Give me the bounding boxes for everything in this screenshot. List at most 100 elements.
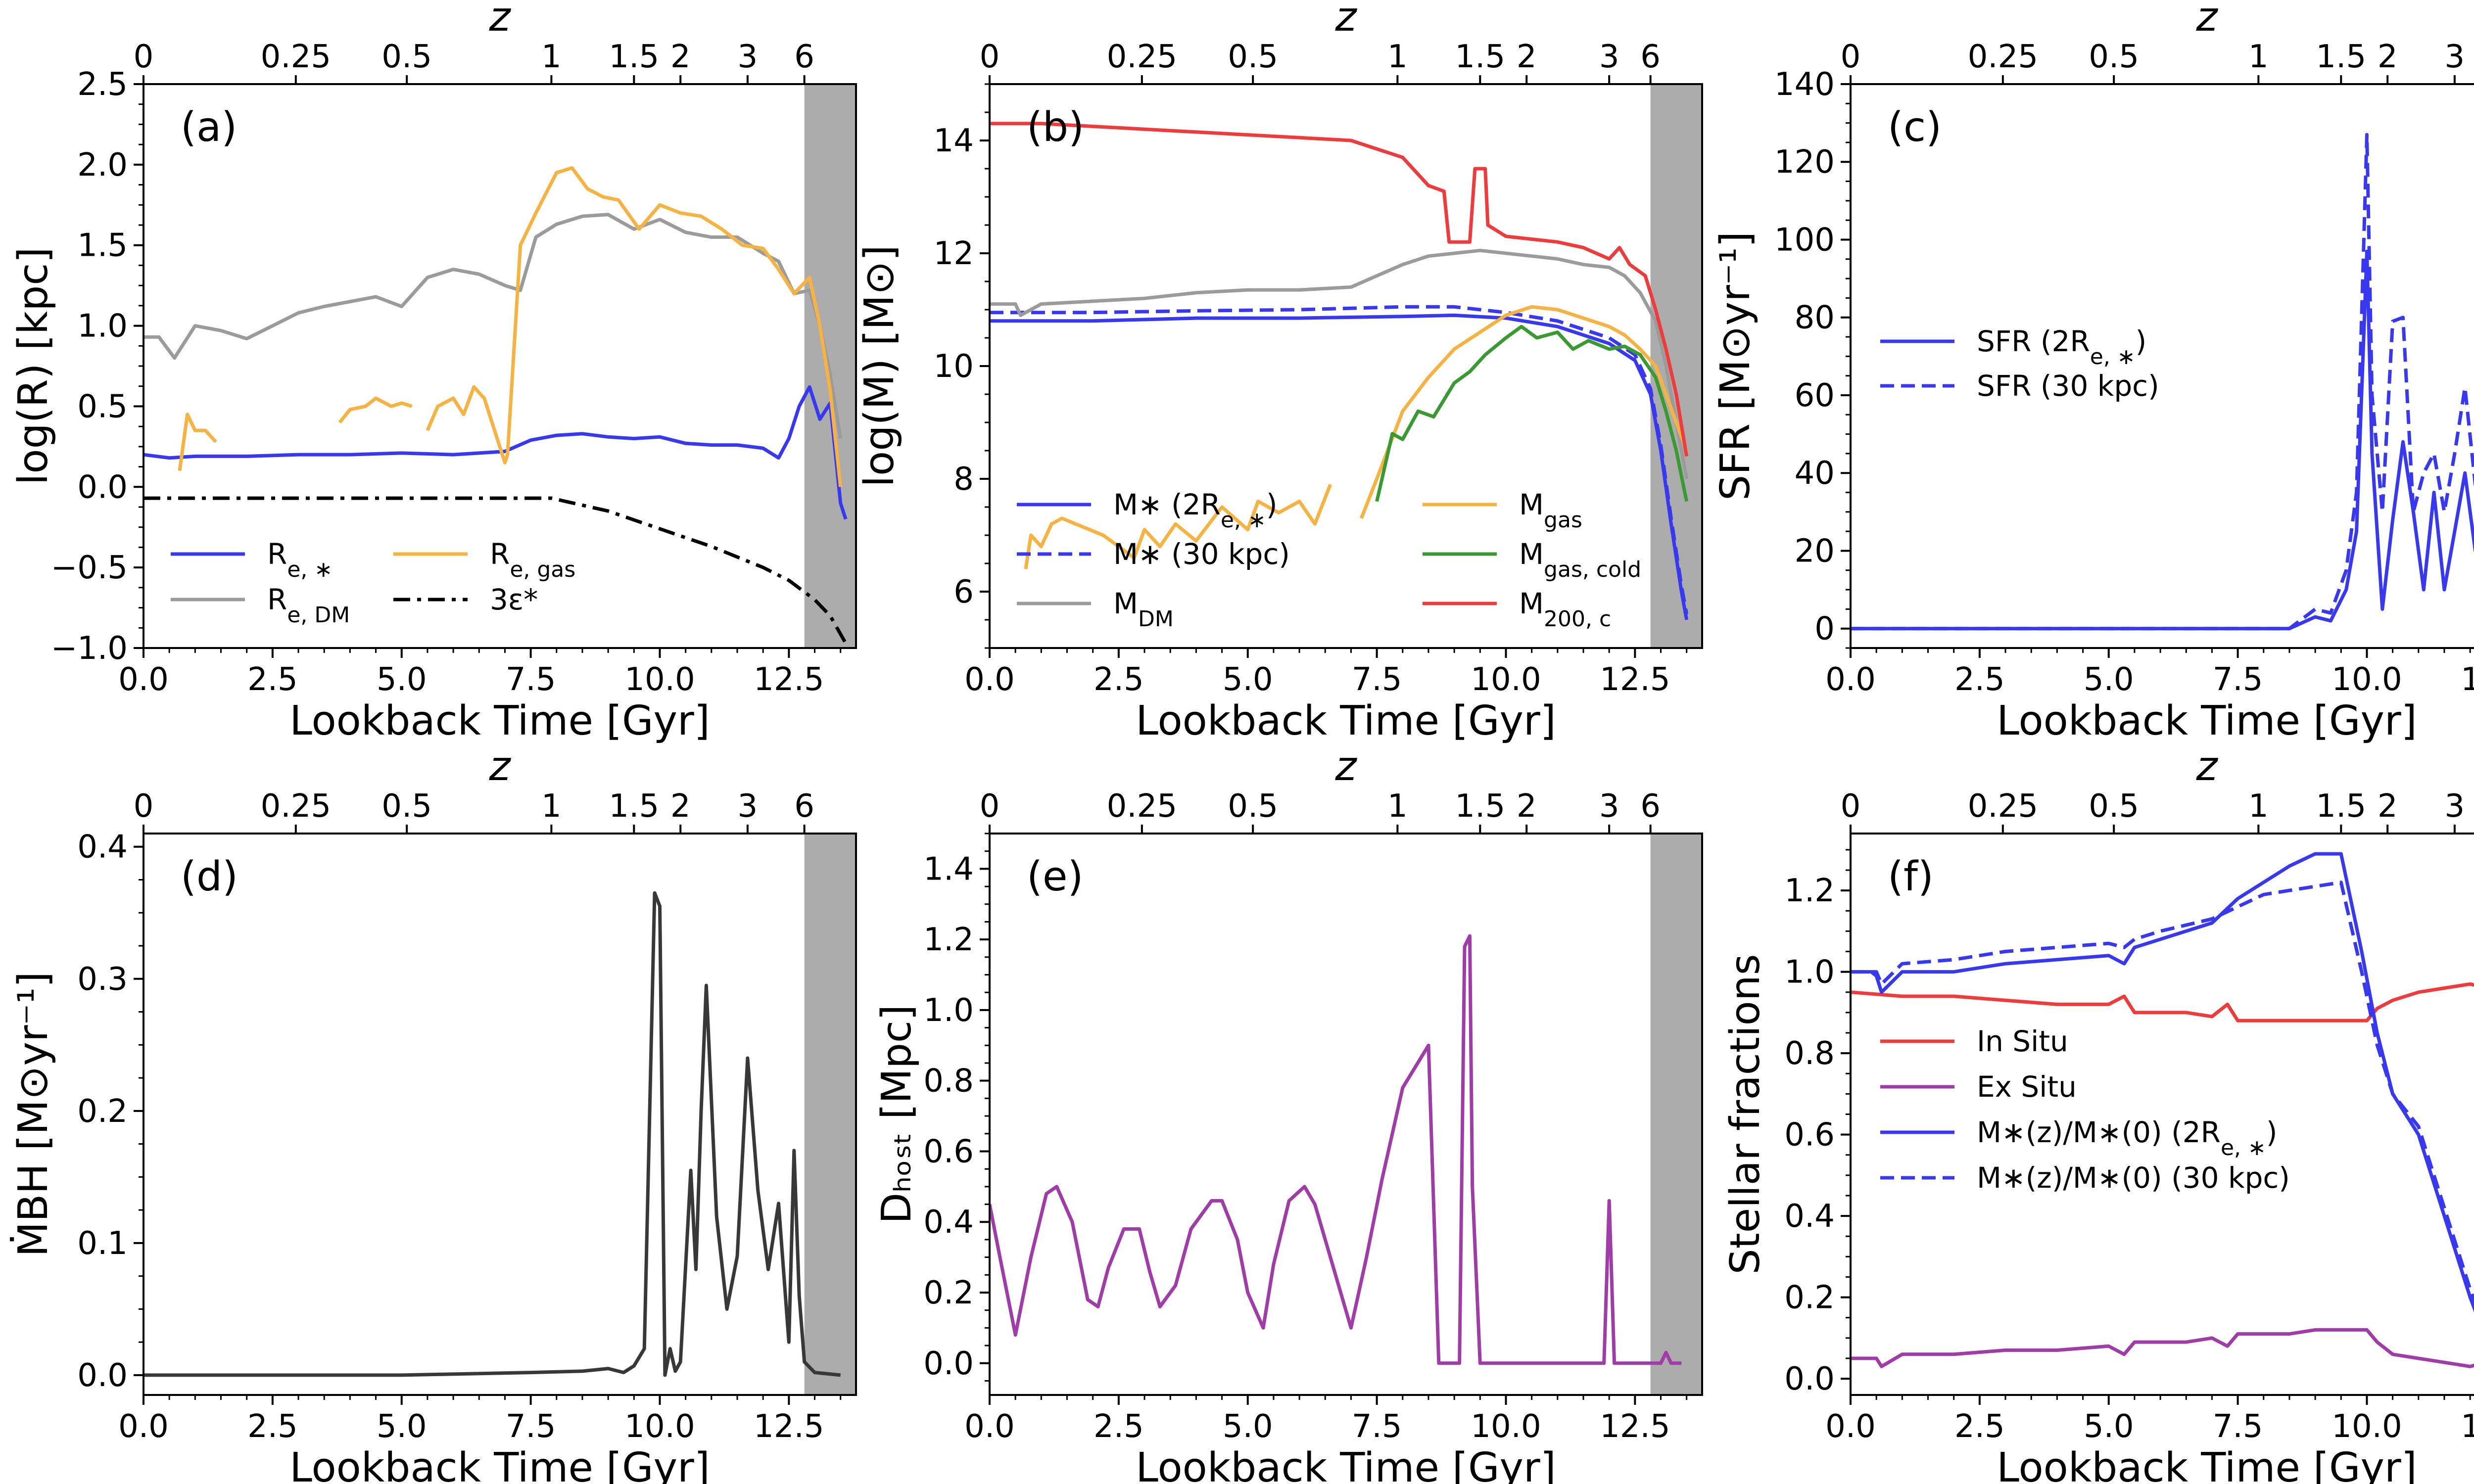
y-tick-label: 2.5 (77, 66, 128, 103)
z-tick-label: 0.5 (381, 788, 432, 825)
z-tick-label: 1 (541, 39, 562, 75)
z-tick-label: 6 (794, 788, 814, 825)
series-M_gas_early (1024, 484, 1332, 569)
z-tick-label: 2 (1517, 788, 1537, 825)
x-tick-label: 10.0 (2331, 1408, 2402, 1445)
y-axis-label: ṀBH [M⊙yr⁻¹] (10, 972, 57, 1257)
y-tick-label: 20 (1795, 533, 1835, 569)
series-SFR_30kpc (1851, 133, 2474, 631)
legend-label-M_DM: MDM (1113, 587, 1174, 632)
series-M_gas (1360, 305, 1688, 519)
z-tick-label: 0.5 (1228, 39, 1278, 75)
z-tick-label: 1.5 (609, 39, 659, 75)
legend-label-M_gas: Mgas (1519, 488, 1582, 533)
plot-area (990, 122, 1689, 620)
z-tick-label: 3 (1599, 788, 1619, 825)
z-tick-label: 3 (1599, 39, 1619, 75)
z-tick-label: 0.25 (261, 39, 332, 75)
y-tick-label: 140 (1774, 66, 1835, 103)
z-tick-label: 0.5 (2089, 39, 2139, 75)
x-tick-label: 10.0 (1471, 1408, 1541, 1445)
z-tick-label: 6 (1640, 39, 1661, 75)
z-tick-label: 0 (1841, 788, 1861, 825)
series-R_e_DM (143, 213, 843, 439)
x-tick-label: 5.0 (2084, 1408, 2134, 1445)
legend-label-SFR_2Re: SFR (2Re, ∗) (1977, 325, 2146, 370)
x-axis-label: Lookback Time [Gyr] (289, 1444, 710, 1484)
legend: SFR (2Re, ∗)SFR (30 kpc) (1880, 325, 2159, 403)
series-ex_situ (1851, 1328, 2474, 1368)
plot-area (1851, 133, 2474, 631)
x-tick-label: 7.5 (506, 661, 556, 698)
x-tick-label: 5.0 (2084, 661, 2134, 698)
axes-frame (143, 833, 857, 1396)
y-tick-label: 0.8 (1784, 1035, 1835, 1072)
x-axis-label: Lookback Time [Gyr] (1997, 1444, 2417, 1484)
y-tick-label: 8 (953, 461, 974, 498)
y-tick-label: −0.5 (51, 550, 128, 586)
y-tick-label: 1.5 (77, 228, 128, 264)
x-tick-label: 10.0 (624, 661, 695, 698)
y-tick-label: 6 (953, 574, 974, 610)
z-tick-label: 0.5 (381, 39, 432, 75)
y-tick-label: 0.6 (1784, 1117, 1835, 1154)
legend-label-M_gas_cold: Mgas, cold (1519, 537, 1641, 582)
series-SFR_2Re (1851, 249, 2474, 631)
x-tick-label: 0.0 (1825, 661, 1876, 698)
panel-b: 0.0 2.5 5.0 7.5 10.0 12.5 Lookback Time [Gyr] 0… (856, 0, 1703, 744)
plot-area (1851, 852, 2474, 1368)
z-axis-label: z (488, 0, 511, 41)
z-tick-label: 1 (541, 788, 562, 825)
x-axis-label: Lookback Time [Gyr] (289, 697, 710, 744)
legend-label-R_e_DM: Re, DM (267, 583, 350, 628)
z-tick-label: 6 (1640, 788, 1661, 825)
shaded-region (1650, 834, 1702, 1395)
axes-frame (1850, 83, 2474, 649)
y-tick-label: 0.2 (1784, 1280, 1835, 1316)
legend-label-three_eps: 3ε* (490, 583, 538, 616)
y-tick-label: 1.4 (923, 851, 974, 887)
z-tick-label: 3 (2445, 788, 2465, 825)
z-tick-label: 0.25 (261, 788, 332, 825)
x-tick-label: 2.5 (247, 1408, 298, 1445)
series-M_star_30kpc (990, 305, 1689, 615)
x-tick-label: 5.0 (377, 661, 427, 698)
z-axis-label: z (1334, 0, 1357, 41)
x-tick-label: 2.5 (247, 661, 298, 698)
z-tick-label: 2 (670, 788, 691, 825)
series-in_situ (1851, 982, 2474, 1022)
series-Mdot_BH (143, 891, 841, 1377)
y-tick-label: 0.0 (1784, 1361, 1835, 1397)
z-tick-label: 0 (134, 788, 154, 825)
z-tick-label: 0.25 (1107, 39, 1178, 75)
x-tick-label: 12.5 (754, 1408, 824, 1445)
z-tick-label: 0 (1841, 39, 1861, 75)
z-tick-label: 1.5 (2316, 788, 2366, 825)
x-tick-label: 12.5 (754, 661, 824, 698)
z-tick-label: 2 (1517, 39, 1537, 75)
z-axis-label: z (1334, 743, 1357, 790)
z-tick-label: 3 (738, 39, 758, 75)
x-tick-label: 0.0 (118, 1408, 169, 1445)
series-frac_30kpc (1851, 881, 2474, 1306)
z-tick-label: 0 (134, 39, 154, 75)
x-tick-label: 12.5 (2461, 1408, 2474, 1445)
legend-label-R_e_star: Re, ∗ (267, 537, 333, 582)
y-tick-label: 0.1 (77, 1225, 128, 1262)
series-R_e_star (143, 385, 848, 520)
x-tick-label: 0.0 (964, 1408, 1015, 1445)
y-axis-label: log(R) [kpc] (10, 247, 57, 485)
legend: In Situ Ex Situ M∗(z)/M∗(0) (2Re, ∗)M∗(z)/… (1880, 1024, 2290, 1195)
z-tick-label: 0.25 (1968, 39, 2039, 75)
panel-label: (c) (1888, 104, 1942, 151)
z-tick-label: 1.5 (609, 788, 659, 825)
x-tick-label: 0.0 (964, 661, 1015, 698)
y-tick-label: 1.0 (1784, 954, 1835, 991)
z-tick-label: 3 (738, 788, 758, 825)
z-axis-label: z (2195, 0, 2218, 41)
axes-frame (1850, 833, 2474, 1396)
legend-label-in_situ: In Situ (1977, 1024, 2068, 1058)
